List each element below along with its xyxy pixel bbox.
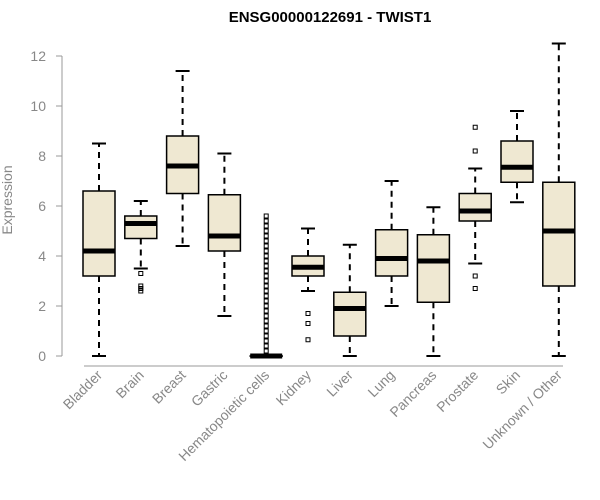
outlier-point <box>263 238 269 244</box>
boxes <box>82 42 576 359</box>
outlier-point <box>263 293 269 299</box>
box-group <box>500 110 534 204</box>
x-tick-label: Unknown / Other <box>479 367 565 453</box>
outlier-point <box>472 148 478 154</box>
box-group <box>374 180 409 307</box>
iqr-box <box>207 194 242 252</box>
outlier-point <box>263 213 269 219</box>
outlier-point <box>263 303 269 309</box>
chart-title: ENSG00000122691 - TWIST1 <box>229 9 432 26</box>
outlier-point <box>305 321 311 326</box>
x-tick-label: Skin <box>493 367 524 398</box>
y-tick-label: 8 <box>38 148 46 164</box>
outlier-point <box>263 283 269 289</box>
outlier-point <box>472 273 478 279</box>
iqr-box <box>82 190 116 277</box>
y-tick-label: 4 <box>38 248 46 264</box>
box-group <box>416 206 451 357</box>
outlier-point <box>263 218 269 224</box>
outlier-point <box>263 233 269 239</box>
outlier-point <box>472 124 478 130</box>
outlier-point <box>263 338 269 344</box>
iqr-box <box>542 181 576 287</box>
box-group <box>82 142 116 357</box>
outlier-point <box>138 288 144 294</box>
outlier-point <box>263 333 269 339</box>
box-group <box>542 42 576 357</box>
box-group <box>207 152 242 317</box>
iqr-box <box>374 229 409 277</box>
iqr-box <box>500 140 534 183</box>
y-ticks: 0 2 4 6 8 10 12 <box>30 48 62 364</box>
y-tick-label: 2 <box>38 298 46 314</box>
outlier-point <box>472 286 478 291</box>
y-axis-label: Expression <box>0 165 15 234</box>
x-tick-label: Lung <box>364 367 397 400</box>
outlier-point <box>305 311 311 316</box>
outlier-point <box>263 223 269 229</box>
outlier-point <box>263 268 269 274</box>
outlier-point <box>305 337 311 343</box>
x-tick-label: Brain <box>112 367 146 401</box>
outlier-point <box>263 323 269 329</box>
y-tick-label: 12 <box>30 48 46 64</box>
outlier-point <box>263 263 269 269</box>
outlier-point <box>263 273 269 279</box>
outlier-point <box>263 308 269 314</box>
box-group <box>333 243 367 357</box>
outlier-point <box>138 271 144 276</box>
x-tick-label: Breast <box>149 367 189 407</box>
outlier-point <box>263 258 269 264</box>
x-tick-label: Prostate <box>433 367 481 415</box>
box-group <box>458 124 492 291</box>
outlier-point <box>263 328 269 334</box>
outlier-point <box>263 278 269 284</box>
x-tick-label: Kidney <box>273 367 315 409</box>
box-group <box>165 70 200 247</box>
y-tick-label: 0 <box>38 348 46 364</box>
iqr-box <box>416 234 451 303</box>
outlier-point <box>263 228 269 234</box>
box-group <box>124 200 158 294</box>
outlier-point <box>263 318 269 324</box>
outlier-point <box>263 248 269 254</box>
y-tick-label: 10 <box>30 98 46 114</box>
x-tick-label: Liver <box>323 367 356 400</box>
iqr-box <box>458 192 492 222</box>
outlier-point <box>263 253 269 259</box>
iqr-box <box>124 215 158 240</box>
outlier-point <box>263 343 269 349</box>
box-group <box>249 213 283 359</box>
outlier-point <box>263 243 269 249</box>
x-tick-label: Bladder <box>60 367 106 413</box>
y-tick-label: 6 <box>38 198 46 214</box>
box-group <box>291 227 325 343</box>
outlier-point <box>263 313 269 319</box>
outlier-point <box>263 298 269 304</box>
iqr-box <box>333 291 367 337</box>
outlier-point <box>263 288 269 294</box>
outlier-point <box>263 348 269 354</box>
